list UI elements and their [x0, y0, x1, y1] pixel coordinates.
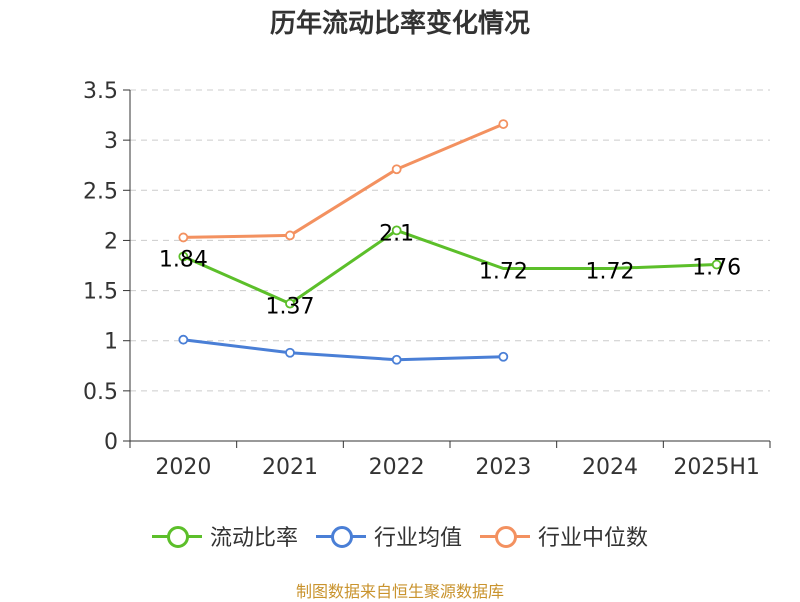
x-tick-label: 2021 — [262, 455, 318, 480]
x-tick-label: 2022 — [369, 455, 425, 480]
series-line-current-ratio — [182, 228, 717, 306]
legend-item-industry-median[interactable]: 行业中位数 — [480, 520, 648, 552]
legend-item-current-ratio[interactable]: 流动比率 — [151, 520, 298, 552]
data-point-current-ratio — [285, 298, 295, 309]
x-tick-label: 2024 — [582, 455, 638, 480]
x-tick-label: 2020 — [155, 455, 211, 480]
data-point-industry-median — [285, 230, 295, 241]
source-note: 制图数据来自恒生聚源数据库 — [295, 582, 504, 601]
legend-label-current-ratio: 流动比率 — [209, 526, 298, 551]
legend-swatch-industry-avg — [315, 525, 366, 548]
legend-label-industry-avg: 行业均值 — [373, 526, 462, 551]
data-point-current-ratio — [711, 259, 722, 270]
legend-swatch-industry-median — [480, 525, 530, 548]
chart-title: 历年流动比率变化情况 — [269, 9, 530, 39]
x-tick-label: 2025H1 — [673, 455, 760, 480]
legend-swatch-current-ratio — [151, 525, 202, 548]
y-tick-label: 1 — [104, 330, 118, 355]
x-tick-label: 2023 — [475, 455, 531, 480]
data-label: 1.37 — [266, 295, 315, 320]
data-point-industry-median — [178, 232, 189, 243]
data-label: 1.84 — [159, 247, 208, 272]
data-label: 1.72 — [586, 260, 635, 285]
y-tick-label: 0 — [104, 430, 118, 455]
data-label: 2.1 — [379, 221, 414, 246]
y-tick-label: 0.5 — [83, 380, 118, 405]
series-line-industry-median — [183, 122, 504, 239]
data-point-industry-avg — [285, 347, 295, 358]
data-label: 1.72 — [479, 260, 528, 285]
data-point-industry-avg — [178, 334, 189, 345]
data-point-industry-median — [498, 119, 509, 129]
legend-item-industry-avg[interactable]: 行业均值 — [315, 520, 462, 552]
y-tick-label: 2.5 — [83, 179, 118, 204]
series-line-industry-avg — [183, 338, 504, 362]
y-tick-label: 3.5 — [83, 79, 118, 104]
y-tick-label: 1.5 — [83, 280, 118, 305]
data-point-industry-avg — [498, 351, 509, 362]
data-point-industry-median — [391, 164, 402, 175]
y-tick-label: 2 — [104, 229, 118, 254]
legend: 流动比率 行业均值 行业中位数 — [0, 520, 800, 552]
y-tick-label: 3 — [104, 129, 118, 154]
data-point-current-ratio — [178, 251, 189, 262]
legend-label-industry-median: 行业中位数 — [538, 526, 649, 551]
data-point-current-ratio — [391, 225, 402, 236]
data-point-industry-avg — [391, 354, 402, 365]
data-label: 1.76 — [692, 255, 741, 280]
